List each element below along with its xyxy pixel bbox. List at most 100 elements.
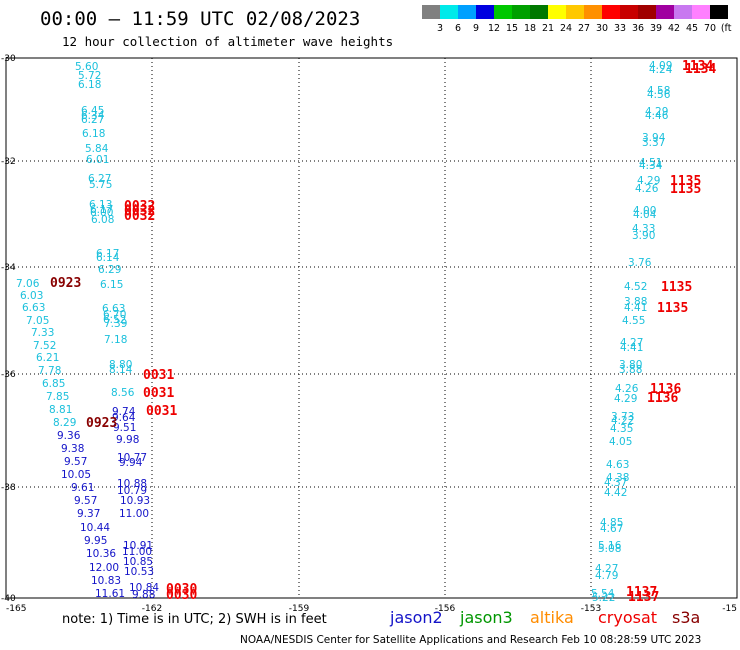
legend-swatch (494, 5, 512, 19)
legend-label: 24 (560, 23, 572, 34)
legend-label: (ft) (721, 23, 732, 34)
legend-label: 9 (473, 23, 479, 34)
pass-time-label: 1135 (657, 301, 688, 316)
wave-height-value: 6.27 (81, 114, 104, 126)
wave-height-value: 7.39 (104, 318, 127, 330)
wave-height-value: 7.85 (46, 391, 69, 403)
wave-height-value: 8.80 (109, 359, 132, 371)
wave-height-value: 10.05 (61, 469, 91, 481)
wave-height-value: 5.75 (89, 179, 112, 191)
wave-height-value: 9.61 (71, 482, 94, 494)
wave-height-value: 3.73 (611, 411, 634, 423)
pass-time-label: 0923 (86, 416, 117, 431)
pass-time-label: 0030 (166, 588, 197, 603)
wave-height-value: 3.88 (624, 296, 647, 308)
wave-height-value: 8.14 (109, 364, 133, 376)
pass-time-label: 1135 (670, 174, 701, 189)
wave-height-value: 12.00 (89, 562, 119, 574)
legend-swatch (548, 5, 566, 19)
wave-height-value: 6.13 (89, 199, 112, 211)
legend-swatch (566, 5, 584, 19)
pass-time-label: 0030 (166, 582, 197, 597)
wave-height-value: 6.52 (103, 314, 126, 326)
pass-time-label: 0031 (146, 404, 177, 419)
wave-height-value: 3.88 (619, 364, 642, 376)
wave-height-value: 10.91 (123, 540, 153, 552)
wave-height-value: 10.93 (120, 495, 150, 507)
legend-swatch (530, 5, 548, 19)
wave-height-value: 10.77 (117, 452, 147, 464)
wave-height-value: 9.74 (112, 406, 136, 418)
legend-label: 15 (506, 23, 518, 34)
wave-height-value: 4.22 (611, 415, 634, 427)
legend-swatch (584, 5, 602, 19)
lat-tick-label: -38 (1, 483, 16, 493)
wave-height-value: 6.45 (81, 105, 104, 117)
wave-height-value: 4.35 (610, 423, 633, 435)
wave-height-value: 10.44 (80, 522, 110, 534)
lon-tick-label: -162 (142, 604, 162, 614)
wave-height-value: 5.60 (75, 61, 98, 73)
legend-swatch (440, 5, 458, 19)
wave-height-value: 4.27 (620, 337, 643, 349)
page-title: 00:00 – 11:59 UTC 02/08/2023 (40, 8, 361, 30)
wave-height-value: 3.76 (628, 257, 652, 269)
wave-height-value: 5.54 (591, 588, 615, 600)
wave-height-value: 4.04 (633, 209, 657, 221)
wave-height-value: 6.14 (96, 252, 120, 264)
legend-swatch (638, 5, 656, 19)
wave-height-value: 4.34 (639, 160, 663, 172)
wave-height-value: 6.15 (100, 279, 123, 291)
lon-tick-label: -153 (581, 604, 601, 614)
wave-height-value: 4.41 (624, 302, 647, 314)
wave-height-value: 6.21 (36, 352, 59, 364)
legend-swatch (512, 5, 530, 19)
lat-tick-label: -36 (1, 370, 16, 380)
wave-height-value: 7.78 (38, 365, 61, 377)
lat-tick-label: -30 (1, 54, 16, 64)
map-frame (5, 57, 738, 599)
wave-height-value: 4.26 (615, 383, 639, 395)
pass-time-label: 1136 (647, 391, 678, 406)
wave-height-value: 4.85 (600, 517, 623, 529)
legend-label: 27 (578, 23, 590, 34)
wave-height-value: 6.03 (20, 290, 43, 302)
satellite-s3a: s3a (672, 608, 701, 627)
legend-label: 33 (614, 23, 626, 34)
wave-height-value: 6.63 (102, 303, 125, 315)
pass-time-label: 0031 (143, 368, 174, 383)
wave-height-value: 4.26 (635, 183, 659, 195)
wave-height-value: 9.37 (77, 508, 100, 520)
wave-height-value: 5.16 (598, 540, 622, 552)
wave-height-value: 6.27 (88, 173, 111, 185)
wave-height-value: 5.22 (592, 592, 615, 604)
legend-label: 18 (524, 23, 536, 34)
wave-height-value: 4.29 (637, 175, 660, 187)
lon-tick-label: -156 (435, 604, 456, 614)
credit-footer: NOAA/NESDIS Center for Satellite Applica… (240, 634, 702, 646)
wave-height-value: 10.85 (123, 556, 153, 568)
wave-height-value: 4.67 (600, 523, 623, 535)
legend-swatch (656, 5, 674, 19)
wave-height-value: 4.41 (620, 342, 643, 354)
wave-height-value: 11.61 (95, 588, 125, 600)
wave-height-value: 9.51 (113, 422, 136, 434)
wave-height-value: 9.98 (116, 434, 139, 446)
wave-height-value: 4.37 (604, 477, 627, 489)
wave-height-value: 4.51 (639, 157, 662, 169)
wave-height-value: 9.57 (64, 456, 87, 468)
legend-swatch (710, 5, 728, 19)
satellite-altika: altika (530, 608, 574, 627)
lat-tick-label: -40 (1, 594, 16, 604)
wave-height-value: 6.85 (42, 378, 65, 390)
legend-swatch (620, 5, 638, 19)
wave-height-value: 10.36 (86, 548, 116, 560)
wave-height-value: 10.53 (124, 566, 154, 578)
wave-height-value: 4.05 (609, 436, 632, 448)
pass-time-label: 1134 (685, 62, 716, 77)
wave-height-value: 3.80 (619, 359, 642, 371)
wave-height-value: 4.46 (645, 110, 669, 122)
wave-height-value: 3.90 (632, 230, 655, 242)
wave-height-value: 9.38 (61, 443, 84, 455)
